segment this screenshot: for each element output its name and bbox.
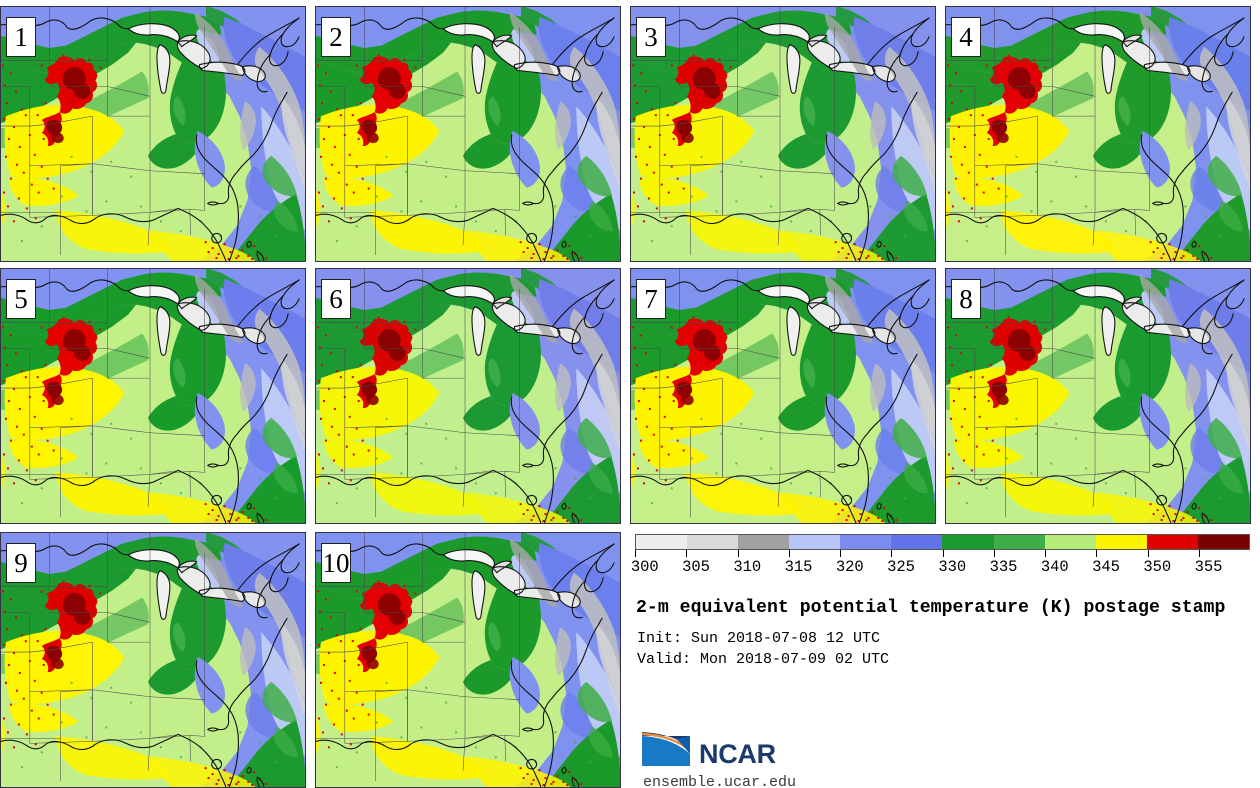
svg-text:NCAR: NCAR bbox=[699, 739, 776, 769]
